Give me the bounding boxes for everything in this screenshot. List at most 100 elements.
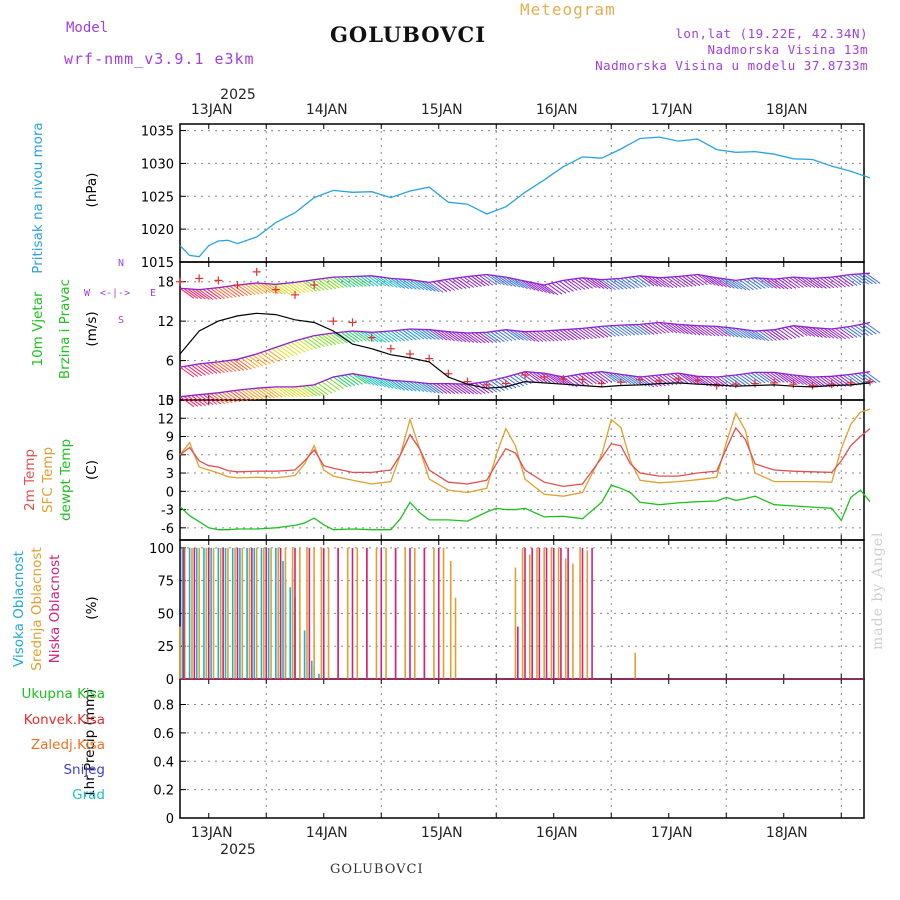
wind-dir-mid-barb xyxy=(221,360,237,372)
panel-frame xyxy=(179,123,865,263)
wind-dir-high-barb xyxy=(275,283,291,295)
wind-dir-mid-barb xyxy=(528,331,544,342)
wind-dir-high-barb xyxy=(459,277,475,288)
wind-dir-high-barb xyxy=(428,281,444,293)
wind-dir-high-barb xyxy=(294,281,310,293)
wind-dir-low-barb xyxy=(386,379,402,391)
wind-dir-low-barb xyxy=(448,383,463,394)
wind-dir-low-barb xyxy=(486,381,501,393)
wind-dir-high-barb xyxy=(662,277,678,288)
wind-dir-mid-barb xyxy=(643,323,659,335)
wind-dir-mid-barb xyxy=(421,329,436,340)
wind-dir-high-barb xyxy=(658,277,674,289)
y-tick-label: -6 xyxy=(161,522,174,537)
wind-dir-low-barb xyxy=(605,371,620,383)
wind-dir-high-barb xyxy=(524,280,540,292)
wind-dir-low-barb xyxy=(428,383,444,394)
wind-dir-high-barb xyxy=(796,276,812,288)
day-label-bottom: 13JAN xyxy=(191,825,233,841)
wind-dir-high-barb xyxy=(202,288,218,300)
wind-dir-mid-barb xyxy=(670,323,685,335)
model-name: wrf-nmm_v3.9.1 e3km xyxy=(64,50,255,68)
wind-dir-mid-barb xyxy=(731,327,747,339)
wind-dir-low-barb xyxy=(777,372,793,384)
wind-dir-high-barb xyxy=(375,275,390,287)
wind-dir-mid-barb xyxy=(474,332,490,344)
wind-dir-high-barb xyxy=(762,277,777,289)
day-label-bottom: 15JAN xyxy=(421,825,463,841)
wind-dir-low-barb xyxy=(382,378,398,390)
wind-dir-mid-barb xyxy=(582,327,597,339)
wind-dir-mid-barb xyxy=(191,364,206,376)
wind-dir-mid-barb xyxy=(770,329,785,341)
wind-dir-mid-barb xyxy=(563,329,578,341)
wind-dir-high-barb xyxy=(313,279,329,291)
wind-dir-high-barb xyxy=(628,276,643,288)
wind-dir-high-barb xyxy=(540,283,555,295)
wind-dir-low-barb xyxy=(275,386,291,398)
wind-dir-mid-barb xyxy=(578,328,593,340)
wind-dir-low-barb xyxy=(524,371,540,383)
wind-dir-low-barb xyxy=(513,374,528,386)
wind-dir-low-barb xyxy=(773,371,789,383)
wind-dir-high-barb xyxy=(750,277,766,289)
wind-dir-mid-barb xyxy=(701,325,716,337)
legend-freezing-rain: Zaledj.Kisa xyxy=(30,737,105,753)
wind-dir-mid-barb xyxy=(597,326,613,338)
wind-dir-low-barb xyxy=(340,375,356,387)
wind-dir-high-barb xyxy=(566,279,582,291)
wind-dir-low-barb xyxy=(754,371,770,383)
wind-dir-mid-barb xyxy=(348,330,363,342)
wind-dir-low-barb xyxy=(731,375,747,386)
wind-dir-low-barb xyxy=(747,373,762,384)
wind-dir-low-barb xyxy=(310,384,325,396)
wind-dir-high-barb xyxy=(624,277,639,289)
wind-dir-mid-barb xyxy=(708,325,724,337)
wind-dir-low-barb xyxy=(547,373,563,385)
wind-dir-low-barb xyxy=(321,381,337,393)
wind-dir-low-barb xyxy=(206,393,222,405)
panel-frame xyxy=(179,678,865,819)
y-tick-label: 9 xyxy=(166,431,174,446)
wind-dir-mid-barb xyxy=(509,329,524,341)
wind-dir-mid-barb xyxy=(593,326,609,338)
wind-dir-mid-barb xyxy=(179,366,195,378)
wind-dir-high-barb xyxy=(543,284,559,296)
wind-dir-low-barb xyxy=(739,374,754,385)
day-label-bottom: 17JAN xyxy=(651,825,693,841)
y-tick-label: 18 xyxy=(157,276,174,291)
wind-dir-high-barb xyxy=(766,278,781,289)
wind-dir-low-barb xyxy=(287,386,302,398)
wind-dir-mid-barb xyxy=(279,345,294,357)
wind-dir-high-barb xyxy=(563,279,578,291)
model-label: Model xyxy=(66,20,109,36)
wind-dir-low-barb xyxy=(467,383,482,395)
wind-dir-high-barb xyxy=(405,279,421,290)
wind-dir-high-barb xyxy=(865,273,881,284)
wind-dir-low-barb xyxy=(325,379,340,391)
y-tick-label: 0 xyxy=(166,673,174,688)
wind-dir-high-barb xyxy=(425,281,440,293)
wind-dir-mid-barb xyxy=(497,330,513,342)
wind-dir-high-barb xyxy=(716,277,731,289)
compass-s: S xyxy=(118,315,125,326)
wind-dir-mid-barb xyxy=(735,327,751,339)
wind-dir-mid-barb xyxy=(566,329,582,340)
wind-dir-mid-barb xyxy=(846,326,862,338)
dewpoint-line xyxy=(179,484,871,531)
wind-dir-high-barb xyxy=(528,281,544,293)
wind-dir-low-barb xyxy=(409,381,425,393)
wind-dir-mid-barb xyxy=(827,328,843,340)
compass-arrow-icon: <-|-> xyxy=(100,288,131,299)
wind-dir-high-barb xyxy=(244,283,260,295)
wind-dir-high-barb xyxy=(279,283,294,295)
wind-dir-mid-barb xyxy=(842,327,858,338)
y-tick-label: 12 xyxy=(157,412,174,427)
wind-dir-high-barb xyxy=(386,277,402,289)
wind-dir-high-barb xyxy=(724,278,739,290)
wind-dir-high-barb xyxy=(635,275,651,287)
wind-dir-mid-barb xyxy=(206,362,222,374)
wind-dir-mid-barb xyxy=(432,329,448,341)
wind-dir-mid-barb xyxy=(658,322,674,333)
